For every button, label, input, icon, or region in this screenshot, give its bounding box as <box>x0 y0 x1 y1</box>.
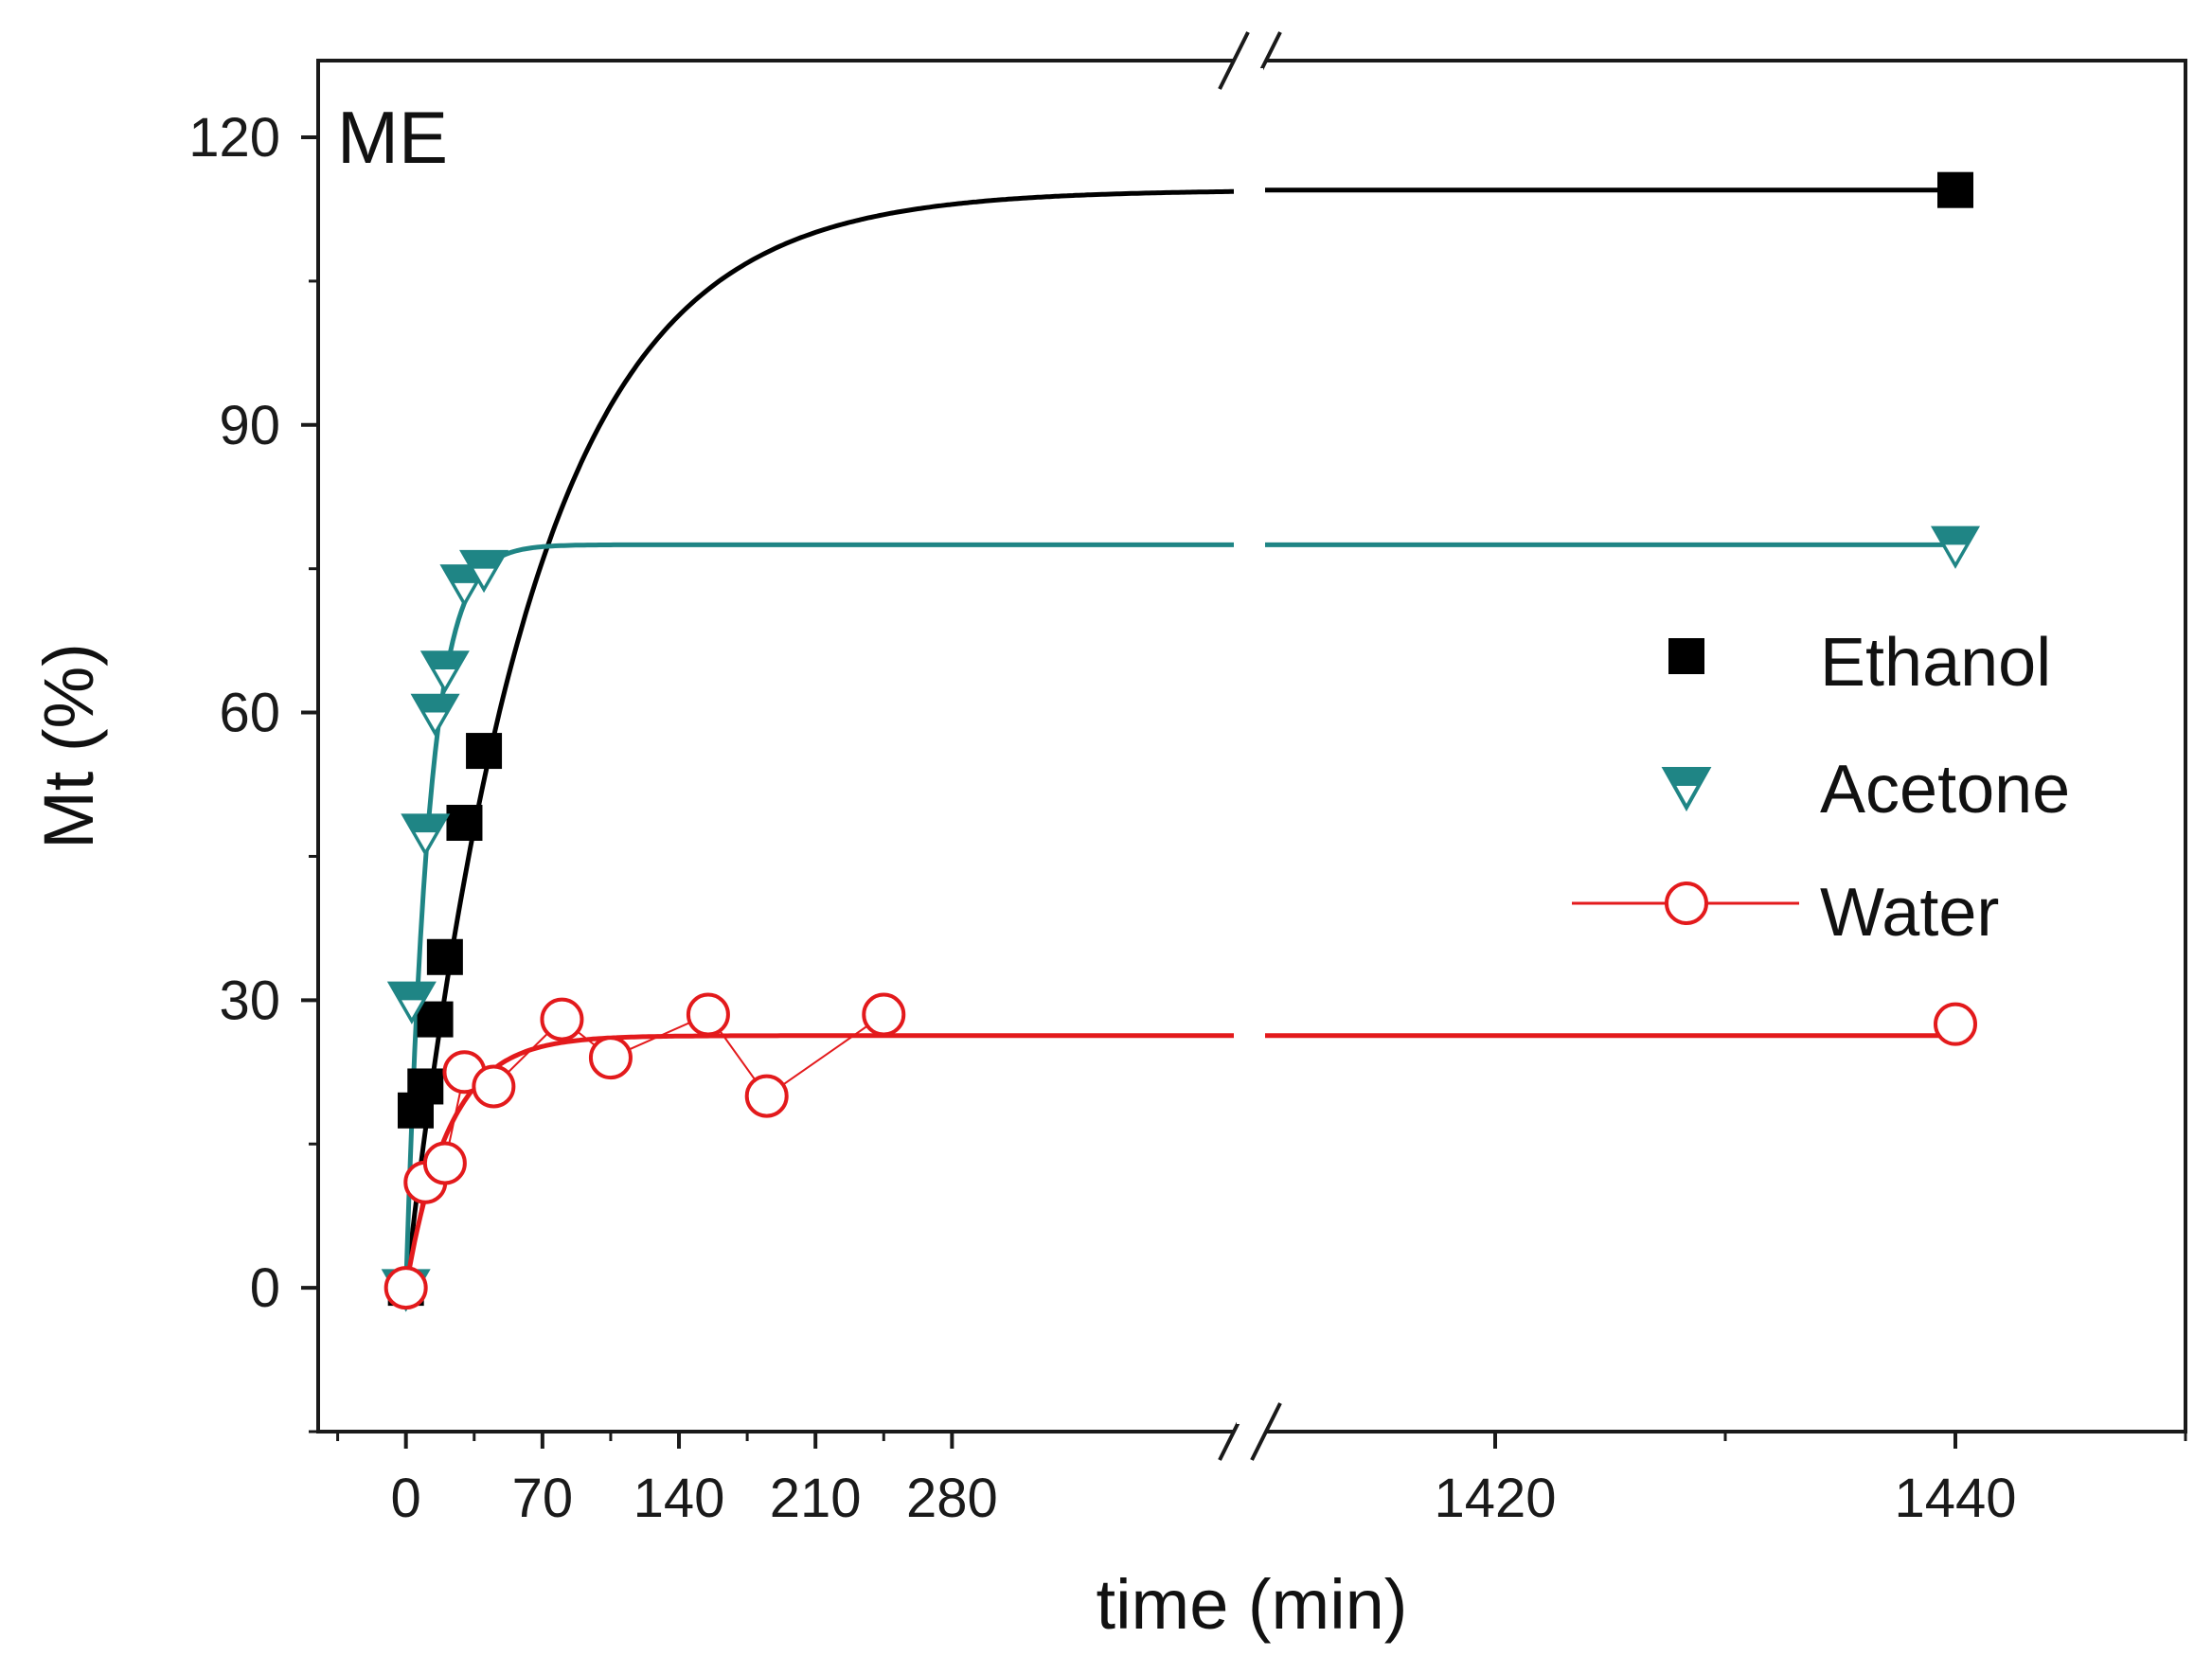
acetone-point-fill <box>462 551 507 569</box>
legend-acetone-label: Acetone <box>1820 752 2070 828</box>
fit-curve-ethanol-segment-1 <box>403 188 1234 1289</box>
y-tick-label: 60 <box>219 683 280 744</box>
legend-item-water: Water <box>1572 875 1999 951</box>
legend-item-acetone: Acetone <box>1661 752 2070 828</box>
acetone-point-fill <box>422 651 467 669</box>
ethanol-point <box>446 805 483 842</box>
ethanol-point <box>426 938 463 975</box>
water-point <box>744 1074 789 1118</box>
legend-water-label: Water <box>1820 875 1999 951</box>
x-tick-label: 140 <box>633 1468 725 1529</box>
ethanol-point <box>407 1068 444 1105</box>
axis-break <box>1218 31 1282 1461</box>
acetone-point <box>419 650 470 694</box>
water-point <box>1934 1002 1977 1046</box>
x-tick-label: 0 <box>391 1468 421 1529</box>
water-point <box>472 1064 516 1109</box>
fit-curve-water-segment-1 <box>403 1033 1234 1289</box>
water-point <box>686 992 730 1037</box>
y-tick-label: 30 <box>219 970 280 1031</box>
acetone-point <box>410 693 460 738</box>
water-point <box>588 1036 633 1080</box>
ethanol-point <box>417 1001 454 1038</box>
acetone-point <box>1930 525 1981 569</box>
water-point <box>384 1266 428 1310</box>
acetone-point <box>401 813 451 857</box>
x-tick-label: 1420 <box>1434 1468 1556 1529</box>
axes: 0 30 60 90 120 0 70 140 210 280 1420 1440 <box>188 107 2187 1529</box>
y-axis-title: Mt (%) <box>29 643 108 849</box>
water-point <box>422 1141 467 1185</box>
water-point <box>862 992 906 1037</box>
x-tick-label: 1440 <box>1894 1468 2016 1529</box>
axis-break-slash-left-top <box>1218 31 1250 90</box>
ethanol-point <box>1937 171 1973 208</box>
y-tick-label: 0 <box>250 1257 280 1319</box>
acetone-point <box>459 549 509 594</box>
x-axis-title: time (min) <box>1097 1565 1408 1644</box>
axis-break-data-gap <box>1237 68 1263 1424</box>
legend-item-ethanol: Ethanol <box>1668 625 2051 701</box>
y-tick-label: 90 <box>219 395 280 456</box>
axis-break-gap-bottom <box>1235 1426 1265 1437</box>
axis-break-slash-right-bottom <box>1250 1402 1282 1461</box>
acetone-point-fill <box>389 983 434 1001</box>
panel-label: ME <box>337 96 448 179</box>
ethanol-point <box>466 733 503 770</box>
fit-curve-acetone-segment-1 <box>403 542 1234 1289</box>
y-tick-label: 120 <box>188 107 280 169</box>
x-tick-label: 70 <box>512 1468 574 1529</box>
acetone-point-fill <box>413 695 457 713</box>
legend: Ethanol Acetone Water <box>1572 625 2070 951</box>
x-tick-label: 210 <box>770 1468 862 1529</box>
acetone-point-fill <box>403 815 448 833</box>
data-markers <box>381 171 1981 1312</box>
water-point <box>540 997 584 1042</box>
legend-acetone-marker-fill <box>1665 769 1708 786</box>
legend-ethanol-marker <box>1668 638 1704 674</box>
acetone-point-fill <box>1934 527 1977 545</box>
acetone-point <box>386 981 437 1024</box>
legend-ethanol-label: Ethanol <box>1820 625 2051 701</box>
fit-curves <box>403 187 1955 1289</box>
legend-water-marker <box>1665 882 1708 925</box>
axis-break-gap-top <box>1235 55 1265 66</box>
x-tick-label: 280 <box>906 1468 998 1529</box>
